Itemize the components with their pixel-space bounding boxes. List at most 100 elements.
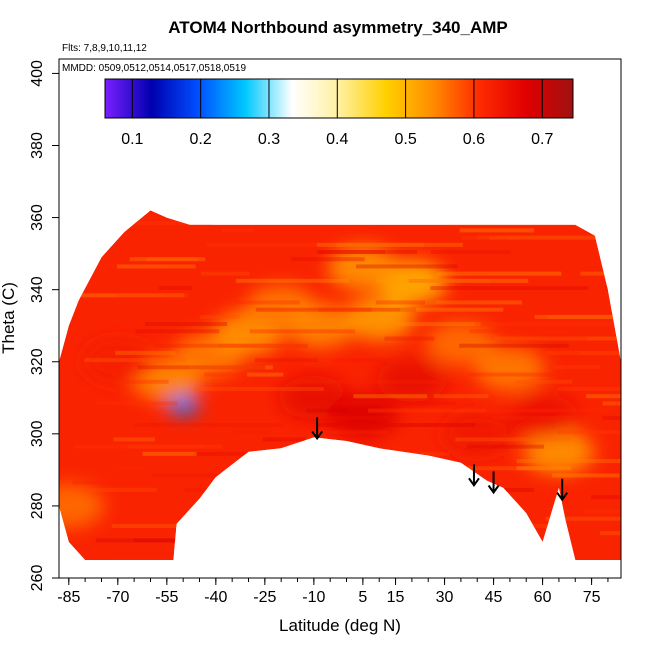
heatmap-streak: [135, 329, 220, 334]
x-tick-label: -10: [302, 589, 325, 606]
heatmap-patch: [344, 296, 415, 341]
heatmap-streak: [133, 538, 225, 543]
heatmap-streak: [95, 538, 252, 543]
heatmap-streak: [433, 394, 489, 399]
heatmap-streak: [337, 423, 489, 428]
heatmap-streak: [405, 451, 450, 456]
x-tick-label: 5: [358, 589, 367, 606]
heatmap-streak: [605, 286, 621, 291]
x-tick-label: -40: [204, 589, 227, 606]
heatmap-streak: [554, 365, 601, 370]
heatmap-streak: [195, 545, 317, 550]
x-tick-label: 15: [387, 589, 405, 606]
x-axis-label: Latitude (deg N): [279, 616, 401, 635]
heatmap-streak: [430, 286, 589, 291]
heatmap-streak: [431, 250, 511, 255]
heatmap-streak: [399, 307, 504, 312]
heatmap-streak: [461, 235, 508, 240]
heatmap-streak: [291, 257, 365, 262]
heatmap-streak: [203, 372, 290, 377]
heatmap-streak: [353, 394, 428, 399]
heatmap-streak: [336, 228, 428, 233]
heatmap-streak: [475, 322, 621, 327]
plot-frame: [58, 58, 622, 579]
y-tick-label: 280: [29, 492, 46, 519]
heatmap-streak: [516, 379, 573, 384]
heatmap-streak: [557, 430, 621, 435]
x-tick-label: -85: [57, 589, 80, 606]
heatmap-streak: [420, 516, 472, 521]
heatmap-streak: [545, 516, 621, 521]
heatmap-streak: [142, 451, 197, 456]
heatmap-streak: [200, 552, 291, 557]
heatmap-streak: [516, 459, 621, 464]
y-axis-label: Theta (C): [0, 282, 18, 354]
colorbar-tick-label: 0.7: [531, 131, 553, 148]
heatmap-streak: [602, 401, 621, 406]
heatmap-streak: [336, 502, 427, 507]
heatmap-streak: [292, 213, 375, 218]
heatmap-streak: [133, 423, 284, 428]
heatmap-streak: [278, 386, 336, 391]
arrow-head: [487, 484, 500, 495]
heatmap-streak: [84, 358, 188, 363]
heatmap-streak: [363, 523, 440, 528]
heatmap-streak: [196, 502, 327, 507]
heatmap-streak: [534, 314, 621, 319]
heatmap-patch: [507, 393, 578, 438]
heatmap-streak: [335, 459, 375, 464]
heatmap-streak: [99, 264, 166, 269]
heatmap-streak: [471, 495, 589, 500]
colorbar: 0.1 0.2 0.3 0.4 0.5 0.6 0.7: [104, 78, 574, 148]
heatmap-streak: [77, 221, 214, 226]
heatmap-streak: [473, 408, 609, 413]
x-tick-label: 30: [436, 589, 454, 606]
heatmap-streak: [308, 401, 457, 406]
heatmap-streak: [254, 358, 318, 363]
heatmap-streak: [111, 523, 266, 528]
heatmap-streak: [192, 451, 265, 456]
heatmap-streak: [235, 278, 349, 283]
heatmap-streak: [290, 545, 361, 550]
dates-label: MMDD: 0509,0512,0514,0517,0518,0519: [62, 63, 246, 74]
heatmap-streak: [319, 250, 385, 255]
heatmap-streak: [547, 314, 621, 319]
heatmap-streak: [158, 286, 192, 291]
heatmap-patch: [285, 303, 356, 348]
heatmap-streak: [493, 415, 621, 420]
heatmap-streak: [467, 444, 544, 449]
heatmap-streak: [247, 372, 284, 377]
heatmap-streak: [311, 509, 357, 514]
heatmap-streak: [586, 394, 621, 399]
colorbar-tick-label: 0.4: [326, 131, 348, 148]
heatmap-streak: [587, 336, 621, 341]
heatmap-streak: [580, 271, 621, 276]
colorbar-tick-label: 0.6: [463, 131, 485, 148]
heatmap-streak: [68, 293, 166, 298]
y-tick-label: 360: [29, 204, 46, 231]
heatmap-streak: [311, 502, 402, 507]
heatmap-streak: [336, 242, 424, 247]
heatmap-streak: [232, 430, 270, 435]
heatmap-streak: [321, 473, 371, 478]
heatmap-streak: [201, 271, 250, 276]
heatmap-streak: [376, 278, 529, 283]
heatmap-streak: [384, 336, 435, 341]
heatmap-streak: [255, 307, 417, 312]
heatmap-streak: [600, 531, 621, 536]
x-tick-label: -70: [106, 589, 129, 606]
heatmap-streak: [423, 545, 466, 550]
heatmap-streak: [116, 293, 189, 298]
colorbar-tick-label: 0.1: [121, 131, 143, 148]
heatmap-streak: [332, 459, 374, 464]
heatmap-streak: [262, 437, 306, 442]
heatmap-streak: [146, 257, 199, 262]
heatmap-streak: [305, 430, 388, 435]
heatmap-streak: [73, 444, 205, 449]
heatmap-streak: [154, 343, 308, 348]
heatmap-streak: [72, 480, 153, 485]
heatmap-streak: [137, 365, 266, 370]
heatmap-streak: [551, 473, 620, 478]
heatmap-streak: [292, 415, 391, 420]
